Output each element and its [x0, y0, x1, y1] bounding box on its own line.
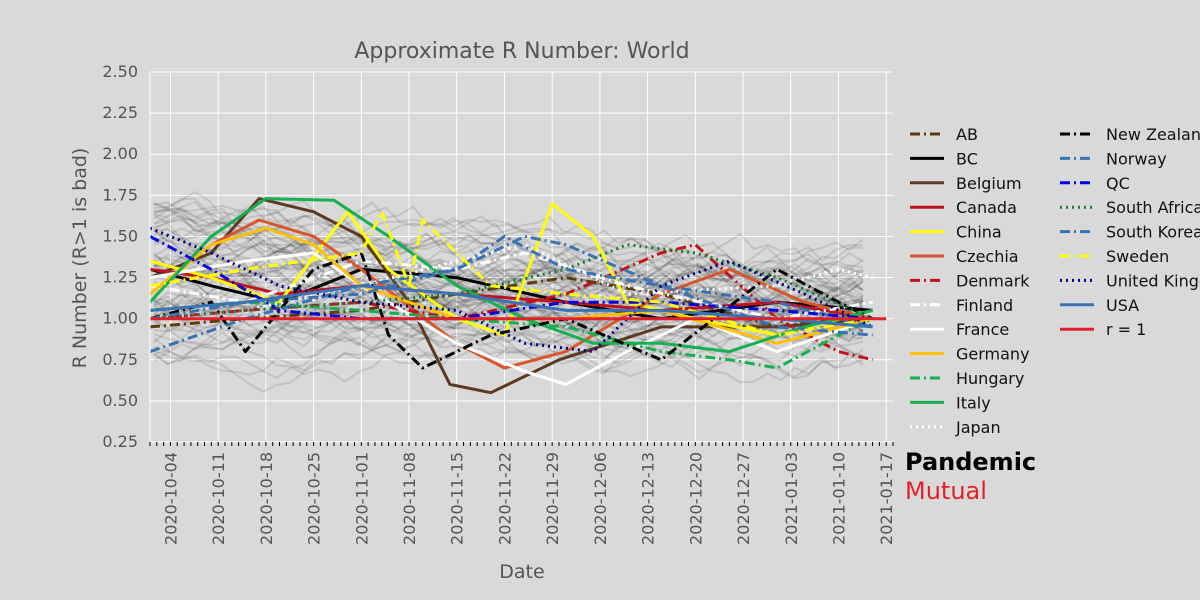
x-tick-label: 2020-10-04	[161, 452, 180, 545]
legend-label: South Africa	[1106, 198, 1200, 217]
x-tick-label: 2020-12-27	[734, 452, 753, 545]
series-south-korea	[149, 234, 873, 337]
series-norway	[149, 234, 873, 354]
legend-label: Norway	[1106, 149, 1167, 168]
background-trace	[153, 190, 864, 306]
x-tick-label: 2020-10-25	[305, 452, 324, 545]
x-tick-label: 2020-11-15	[448, 452, 467, 545]
background-trace	[153, 197, 864, 333]
series-france	[149, 251, 874, 386]
series-sweden	[149, 210, 873, 337]
legend-label: South Korea	[1106, 223, 1200, 242]
series-czechia	[149, 218, 873, 370]
x-tick-label: 2020-11-29	[543, 452, 562, 545]
y-tick-label: 0.25	[102, 432, 138, 451]
background-trace	[153, 260, 864, 317]
background-trace	[153, 205, 864, 308]
x-tick-label: 2021-01-17	[877, 452, 896, 545]
x-axis-label: Date	[499, 561, 544, 583]
series-finland	[149, 251, 873, 321]
legend-label: Belgium	[956, 174, 1022, 193]
legend-label: Japan	[955, 418, 1001, 437]
legend-label: Canada	[956, 198, 1017, 217]
series-bc	[149, 267, 873, 321]
series-lines	[148, 197, 887, 395]
legend-label: Czechia	[956, 247, 1019, 266]
background-trace	[153, 216, 864, 291]
x-tick-label: 2020-10-11	[209, 452, 228, 545]
legend-label: r = 1	[1106, 320, 1146, 339]
background-trace	[153, 207, 864, 332]
legend-label: Hungary	[956, 369, 1024, 388]
y-tick-label: 0.75	[102, 350, 138, 369]
y-tick-label: 2.50	[102, 62, 138, 81]
background-trace	[153, 278, 864, 379]
chart-title: Approximate R Number: World	[354, 39, 689, 64]
legend-label: Italy	[956, 393, 991, 412]
series-ab	[149, 276, 873, 329]
series-italy	[148, 197, 873, 354]
x-tick-label: 2020-11-08	[400, 452, 419, 545]
x-tick-label: 2020-11-22	[495, 452, 514, 545]
background-trace	[153, 238, 864, 289]
x-tick-label: 2020-11-01	[352, 452, 371, 545]
x-tick-label: 2021-01-10	[829, 452, 848, 545]
background-trace	[153, 310, 864, 383]
legend-label: Sweden	[1106, 247, 1169, 266]
y-tick-label: 1.75	[102, 185, 138, 204]
x-tick-label: 2020-12-13	[639, 452, 658, 545]
x-tick-label: 2020-12-06	[591, 452, 610, 545]
series-new-zealand	[149, 251, 874, 370]
y-tick-label: 2.00	[102, 144, 138, 163]
legend-label: Finland	[956, 296, 1013, 315]
legend-label: USA	[1106, 296, 1139, 315]
y-tick-label: 1.50	[102, 226, 138, 245]
legend-label: China	[956, 223, 1002, 242]
y-tick-label: 1.25	[102, 268, 138, 287]
legend-label: QC	[1106, 174, 1130, 193]
background-trace	[153, 242, 864, 334]
y-tick-label: 0.50	[102, 391, 138, 410]
y-tick-label: 2.25	[102, 103, 138, 122]
legend-label: New Zealand	[1106, 125, 1200, 144]
series-hungary	[149, 300, 874, 370]
legend-label: Germany	[956, 345, 1030, 364]
legend-label: France	[956, 320, 1009, 339]
x-tick-label: 2021-01-03	[782, 452, 801, 545]
x-tick-label: 2020-10-18	[257, 452, 276, 545]
brand-pandemic: Pandemic	[905, 448, 1037, 476]
brand-mutual: Mutual	[905, 477, 987, 505]
series-germany	[149, 226, 873, 345]
y-axis-label: R Number (R>1 is bad)	[69, 148, 91, 369]
legend: AB BC Belgium Canada China Czechia Denmark Finl…	[910, 125, 1200, 437]
series-united-kingdom	[149, 226, 874, 354]
legend-label: BC	[956, 149, 978, 168]
y-tick-label: 1.00	[102, 309, 138, 328]
background-trace	[153, 206, 864, 336]
x-tick-label: 2020-12-20	[686, 452, 705, 545]
legend-label: AB	[956, 125, 978, 144]
legend-label: United Kingdom	[1106, 271, 1200, 290]
axes: 0.25 0.50 0.75 1.00 1.25 1.50 1.75 2.00 2.25 2.50…	[102, 62, 896, 545]
legend-label: Denmark	[956, 271, 1030, 290]
